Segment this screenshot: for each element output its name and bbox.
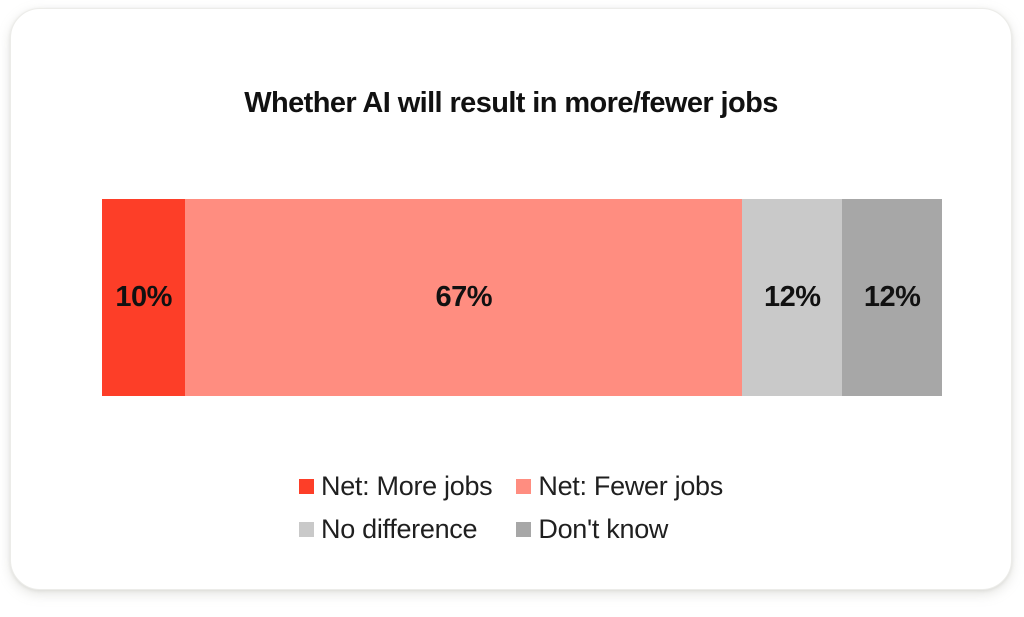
bar-segment-don-t-know: 12%	[842, 199, 942, 396]
bar-segment-no-difference: 12%	[742, 199, 843, 396]
stacked-bar: 10% 67% 12% 12%	[102, 199, 942, 396]
bar-segment-value: 12%	[764, 281, 821, 313]
legend-swatch-icon	[516, 479, 532, 494]
legend-label: Net: Fewer jobs	[538, 471, 723, 501]
legend-label: Don't know	[538, 514, 669, 544]
chart-card: Whether AI will result in more/fewer job…	[10, 8, 1012, 590]
legend-swatch-icon	[299, 479, 315, 494]
bar-segment-net-fewer-jobs: 67%	[185, 199, 743, 396]
bar-segment-value: 10%	[115, 281, 172, 313]
bar-segment-value: 67%	[435, 281, 493, 313]
legend: Net: More jobs Net: Fewer jobs No differen…	[11, 471, 1011, 545]
legend-swatch-icon	[299, 522, 315, 537]
legend-item-no-difference: No difference	[299, 514, 492, 545]
legend-label: Net: More jobs	[321, 471, 493, 501]
bar-segment-value: 12%	[863, 281, 921, 313]
legend-item-net-fewer-jobs: Net: Fewer jobs	[516, 471, 723, 502]
legend-label: No difference	[321, 514, 478, 544]
chart-title: Whether AI will result in more/fewer job…	[244, 87, 778, 119]
legend-item-don-t-know: Don't know	[516, 514, 723, 545]
legend-swatch-icon	[516, 522, 532, 537]
bar-segment-net-more-jobs: 10%	[102, 199, 186, 396]
legend-item-net-more-jobs: Net: More jobs	[299, 471, 493, 502]
